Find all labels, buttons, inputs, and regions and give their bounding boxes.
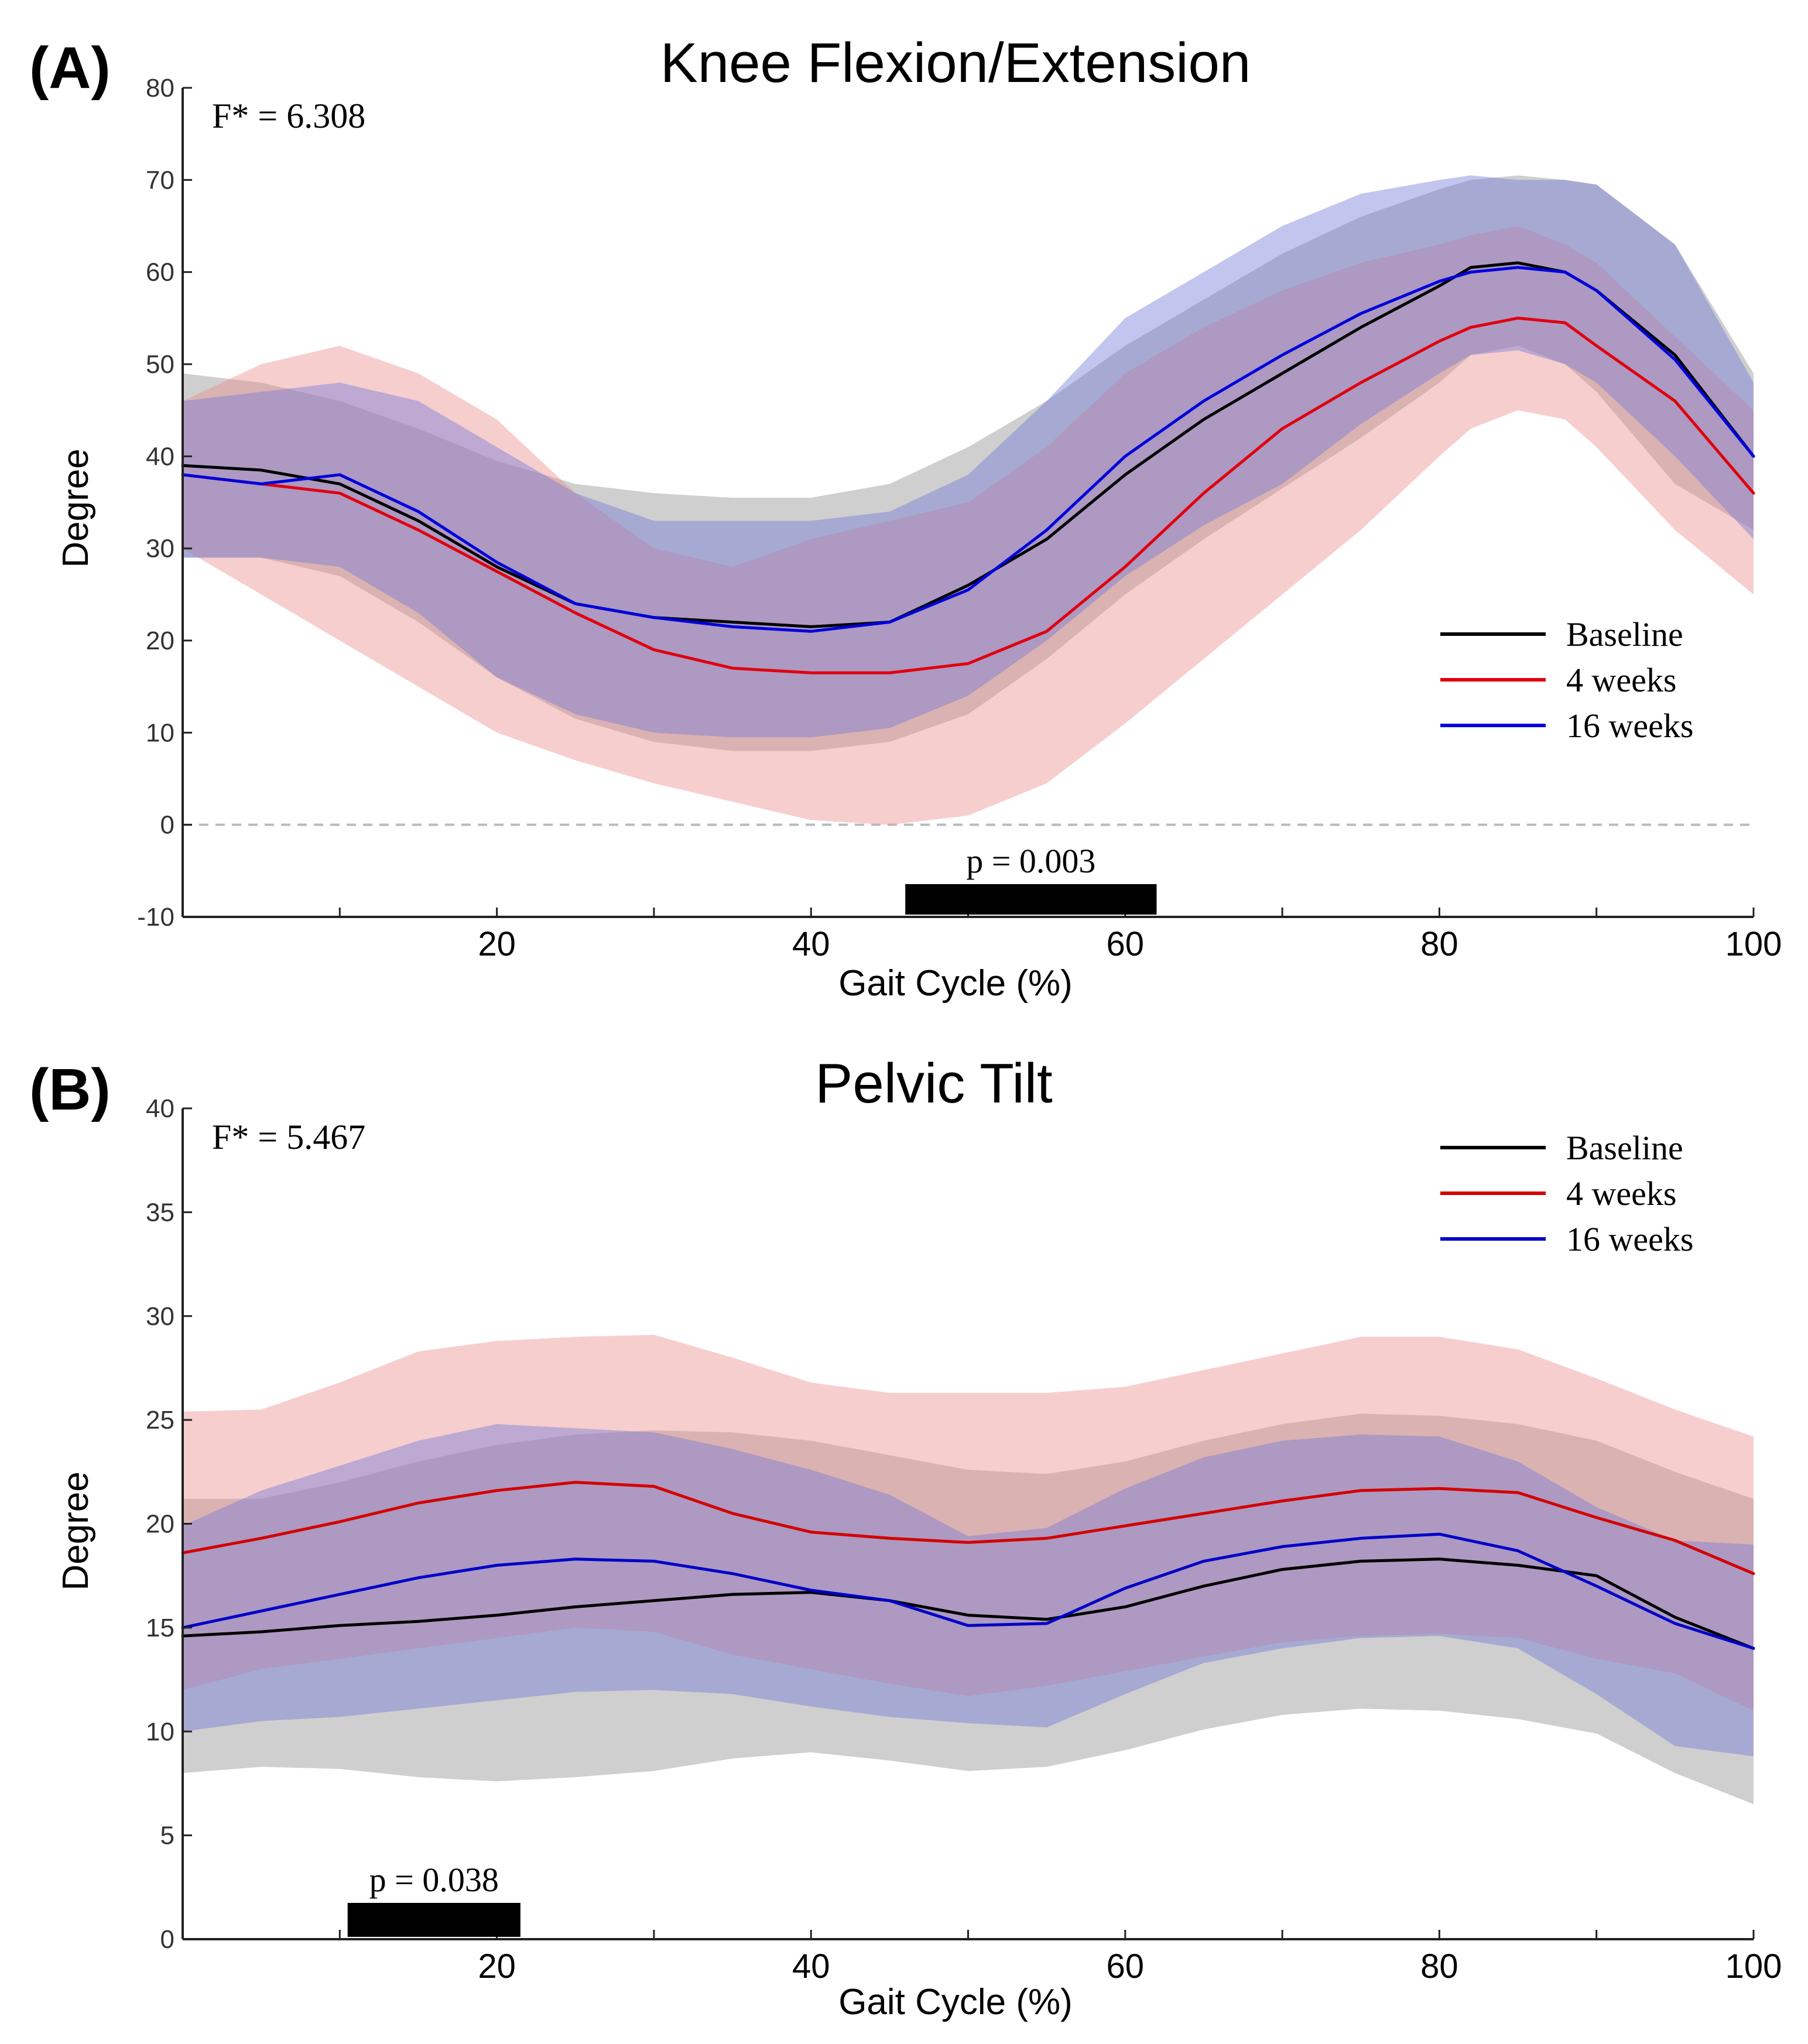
y-tick-label: 20 [146,626,174,655]
y-tick-label: 40 [146,1094,174,1123]
significance-label-b: p = 0.038 [369,1861,499,1899]
legend-label-baseline: Baseline [1566,1129,1683,1167]
y-tick-label: 5 [160,1822,174,1850]
legend-a: Baseline 4 weeks 16 weeks [1440,615,1693,745]
x-tick-label: 80 [1420,1947,1458,1985]
x-axis-label-a: Gait Cycle (%) [838,963,1073,1004]
x-tick-label: 20 [478,1947,516,1985]
panel-label-b: (B) [29,1057,111,1122]
chart-title-b: Pelvic Tilt [815,1052,1052,1115]
line-baseline [181,261,1755,628]
confidence-bands-a [183,175,1754,825]
y-tick-label: 80 [146,74,174,102]
x-ticks-a: 20 40 60 80 100 [338,908,1782,963]
y-tick-label: -10 [137,903,174,932]
legend-label-16-weeks: 16 weeks [1566,1220,1693,1258]
confidence-bands-b [183,1334,1754,1805]
significance-marker-b: p = 0.038 [347,1861,521,1937]
significance-bar-a [905,884,1157,915]
y-axis-label-a: Degree [56,448,96,567]
line-4-weeks [181,316,1755,675]
legend-b: Baseline 4 weeks 16 weeks [1440,1129,1693,1258]
y-tick-label: 0 [160,1925,174,1954]
y-tick-label: 0 [160,811,174,840]
significance-marker-a: p = 0.003 [905,842,1157,915]
significance-bar-b [347,1903,521,1937]
x-axis-label-b: Gait Cycle (%) [838,1982,1073,2022]
x-tick-label: 100 [1725,925,1782,963]
legend-label-baseline: Baseline [1566,615,1683,653]
y-tick-label: 10 [146,1717,174,1746]
panel-label-a: (A) [29,35,111,101]
legend-label-16-weeks: 16 weeks [1566,707,1693,745]
y-tick-label: 25 [146,1406,174,1434]
line-baseline [181,1557,1755,1650]
y-tick-label: 60 [146,258,174,287]
band-4-weeks [183,1334,1754,1711]
f-statistic-b: F* = 5.467 [212,1118,365,1156]
line-16-weeks [181,1532,1755,1650]
x-tick-label: 80 [1420,925,1458,963]
x-tick-label: 100 [1725,1947,1782,1985]
x-ticks-b: 20 40 60 80 100 [338,1930,1782,1985]
chart-title-a: Knee Flexion/Extension [660,32,1251,94]
significance-label-a: p = 0.003 [966,842,1095,880]
legend-label-4-weeks: 4 weeks [1566,661,1676,699]
panel-a-knee-flexion-extension: (A) Knee Flexion/Extension -10 0 10 20 30 40 5… [29,32,1782,1004]
line-4-weeks [181,1481,1755,1576]
y-tick-label: 15 [146,1614,174,1642]
panel-b-pelvic-tilt: (B) Pelvic Tilt 0 5 10 15 20 25 30 35 40 20 40 60 8… [29,1052,1782,2022]
line-16-weeks [181,266,1755,633]
x-tick-label: 40 [792,1947,830,1985]
y-tick-label: 30 [146,1302,174,1331]
y-tick-label: 50 [146,350,174,379]
mean-lines-b [181,1481,1755,1650]
y-tick-label: 30 [146,535,174,563]
y-tick-label: 10 [146,718,174,747]
band-baseline [183,175,1754,751]
band-baseline [183,1413,1754,1805]
y-ticks-a: -10 0 10 20 30 40 50 60 70 80 [137,74,192,932]
x-tick-label: 60 [1107,925,1145,963]
band-4-weeks [183,226,1754,825]
y-axis-label-b: Degree [56,1471,96,1590]
y-tick-label: 35 [146,1198,174,1227]
y-ticks-b: 0 5 10 15 20 25 30 35 40 [146,1094,192,1954]
legend-label-4-weeks: 4 weeks [1566,1175,1676,1213]
y-tick-label: 40 [146,442,174,471]
band-16-weeks [183,1424,1754,1757]
x-tick-label: 60 [1107,1947,1145,1985]
x-tick-label: 40 [792,925,830,963]
f-statistic-a: F* = 6.308 [212,97,365,135]
mean-lines-a [181,261,1755,675]
y-tick-label: 70 [146,166,174,194]
y-tick-label: 20 [146,1510,174,1539]
band-16-weeks [183,175,1754,738]
x-tick-label: 20 [478,925,516,963]
